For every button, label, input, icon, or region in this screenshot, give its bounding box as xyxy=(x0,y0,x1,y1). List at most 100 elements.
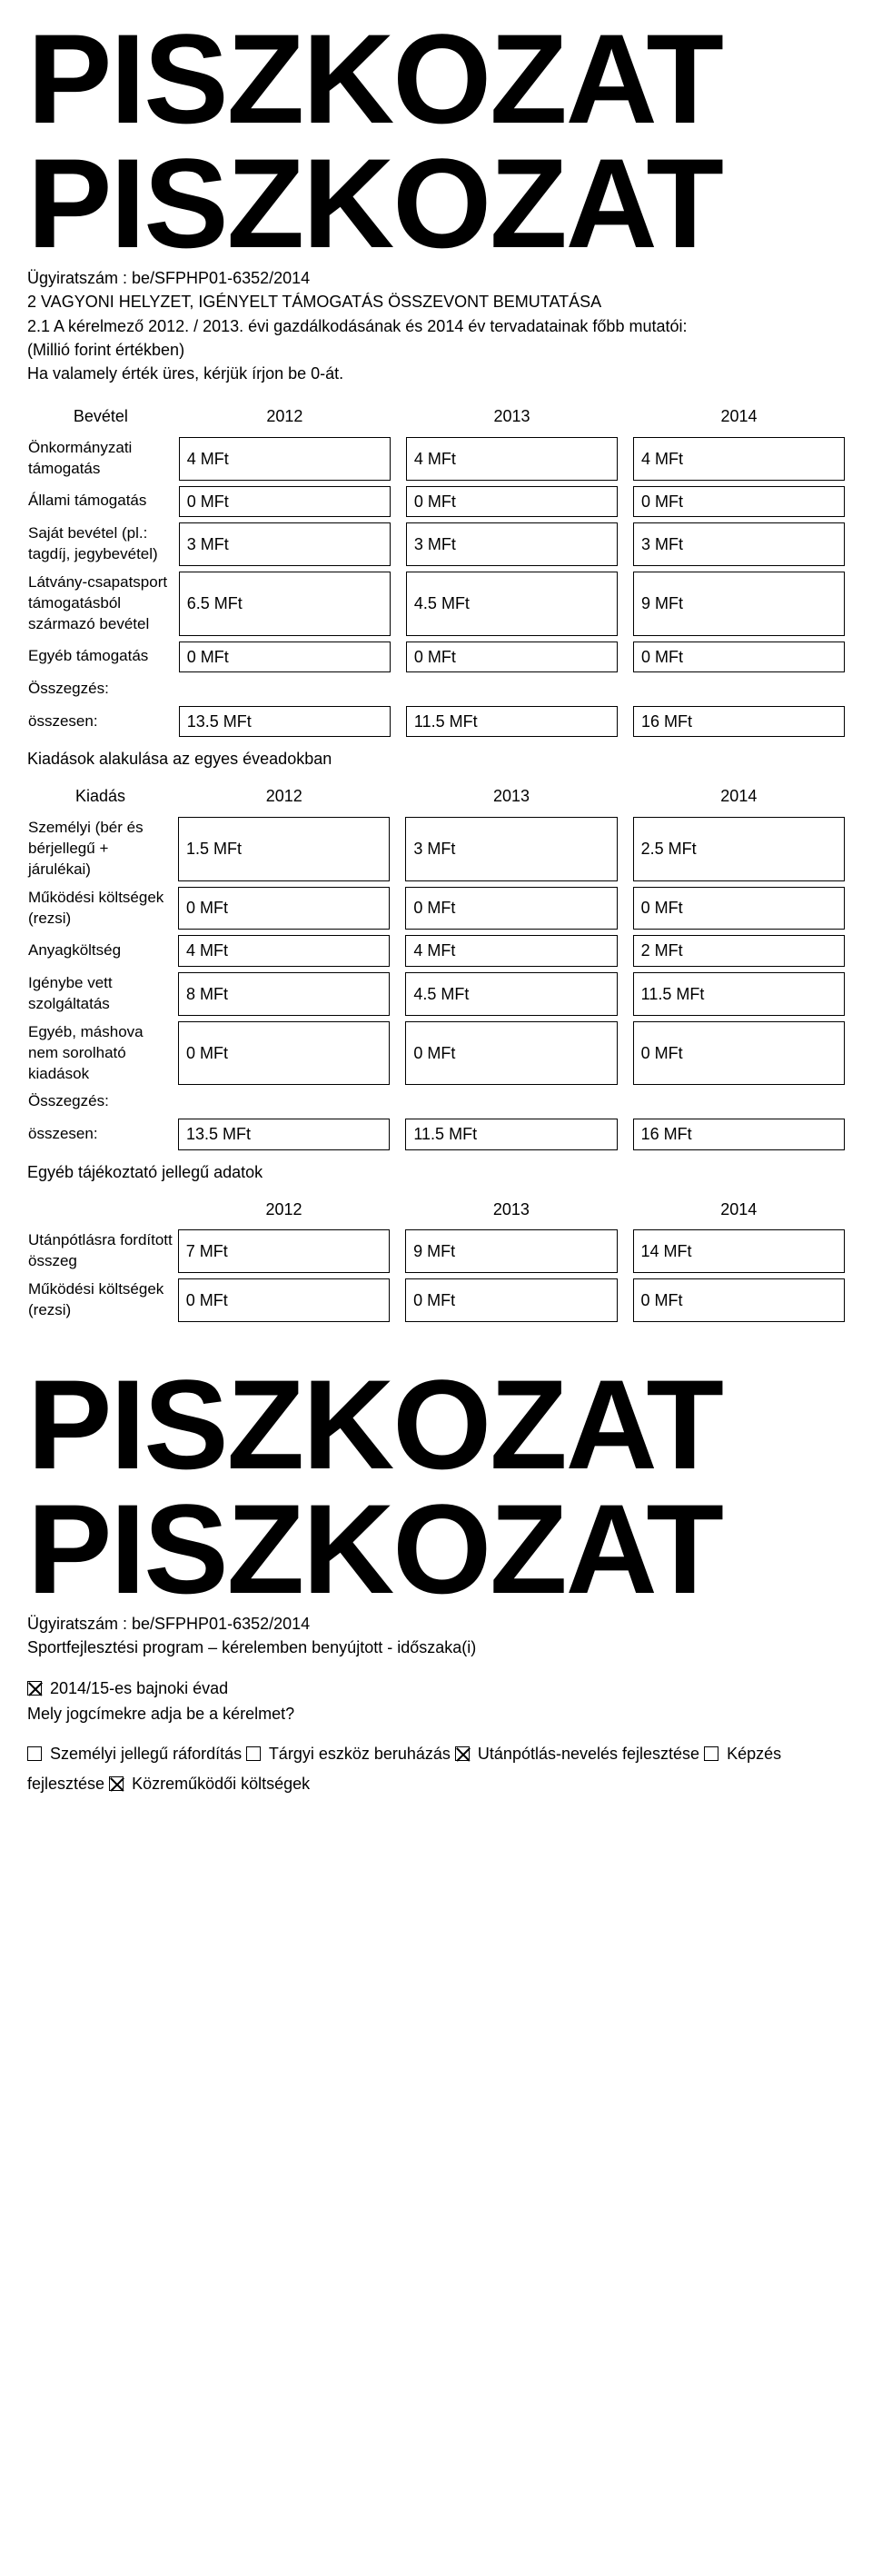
row-value: 3 MFt xyxy=(633,522,845,566)
row-value: 0 MFt xyxy=(405,887,617,930)
row-value: 0 MFt xyxy=(633,1021,845,1086)
row-value: 0 MFt xyxy=(178,1021,390,1086)
year-2012: 2012 xyxy=(178,1198,390,1224)
row-value: 4 MFt xyxy=(178,935,390,966)
row-value: 11.5 MFt xyxy=(633,972,845,1016)
row-value: 0 MFt xyxy=(633,642,845,672)
row-value: 14 MFt xyxy=(633,1229,845,1273)
row-value: 0 MFt xyxy=(178,1278,390,1322)
row-value: 0 MFt xyxy=(405,1278,617,1322)
watermark-top-2: PISZKOZAT xyxy=(27,143,845,264)
row-value: 4 MFt xyxy=(405,935,617,966)
row-value: 0 MFt xyxy=(406,486,618,517)
row-value: 4.5 MFt xyxy=(405,972,617,1016)
section-2-1: 2.1 A kérelmező 2012. / 2013. évi gazdál… xyxy=(27,315,845,337)
row-label: összesen: xyxy=(27,706,179,737)
table-row: Állami támogatás 0 MFt 0 MFt 0 MFt xyxy=(27,486,845,517)
table-row: Utánpótlásra fordított összeg 7 MFt 9 MF… xyxy=(27,1229,845,1273)
table-row: Igénybe vett szolgáltatás 8 MFt 4.5 MFt … xyxy=(27,972,845,1016)
table-row: Személyi (bér és bérjellegű + járulékai)… xyxy=(27,817,845,881)
row-value: 4 MFt xyxy=(179,437,391,481)
row-label: Utánpótlásra fordított összeg xyxy=(27,1229,178,1273)
egyeb-adatok-title: Egyéb tájékoztató jellegű adatok xyxy=(27,1161,845,1183)
row-value: 3 MFt xyxy=(405,817,617,881)
table-row: Egyéb, máshova nem sorolható kiadások 0 … xyxy=(27,1021,845,1086)
row-value: 11.5 MFt xyxy=(406,706,618,737)
checkbox-utanpotlas[interactable] xyxy=(455,1746,470,1761)
jogcim-question: Mely jogcímekre adja be a kérelmet? xyxy=(27,1703,845,1725)
row-value: 1.5 MFt xyxy=(178,817,390,881)
row-value: 4 MFt xyxy=(633,437,845,481)
row-label: Igénybe vett szolgáltatás xyxy=(27,972,178,1016)
osszegzes-label: Összegzés: xyxy=(27,1090,178,1113)
table-row: Önkormányzati támogatás 4 MFt 4 MFt 4 MF… xyxy=(27,437,845,481)
row-value: 13.5 MFt xyxy=(179,706,391,737)
checkbox-evad[interactable] xyxy=(27,1681,42,1696)
table-row-total: összesen: 13.5 MFt 11.5 MFt 16 MFt xyxy=(27,706,845,737)
row-value: 4 MFt xyxy=(406,437,618,481)
year-2013: 2013 xyxy=(406,404,618,431)
egyeb-table: 2012 2013 2014 Utánpótlásra fordított ös… xyxy=(27,1192,845,1328)
bevetel-table: Bevétel 2012 2013 2014 Önkormányzati tám… xyxy=(27,399,845,742)
table-row: Egyéb támogatás 0 MFt 0 MFt 0 MFt xyxy=(27,642,845,672)
row-label: Látvány-csapatsport támogatásból származ… xyxy=(27,572,179,636)
jogcim-checkbox-row: Személyi jellegű ráfordítás Tárgyi eszkö… xyxy=(27,1739,845,1798)
row-label: Egyéb támogatás xyxy=(27,642,179,672)
row-label: Saját bevétel (pl.: tagdíj, jegybevétel) xyxy=(27,522,179,566)
checkbox-kozremukodoi[interactable] xyxy=(109,1776,124,1791)
table-row: Anyagköltség 4 MFt 4 MFt 2 MFt xyxy=(27,935,845,966)
row-value: 16 MFt xyxy=(633,1119,845,1149)
row-value: 2.5 MFt xyxy=(633,817,845,881)
checkbox-targyi[interactable] xyxy=(246,1746,261,1761)
kiadas-intro: Kiadások alakulása az egyes éveadokban xyxy=(27,748,845,770)
row-label: összesen: xyxy=(27,1119,178,1149)
row-value: 16 MFt xyxy=(633,706,845,737)
row-label: Egyéb, máshova nem sorolható kiadások xyxy=(27,1021,178,1086)
checkbox-szemelyi[interactable] xyxy=(27,1746,42,1761)
row-value: 0 MFt xyxy=(179,642,391,672)
row-label: Állami támogatás xyxy=(27,486,179,517)
watermark-bottom-2: PISZKOZAT xyxy=(27,1488,845,1609)
table-row: Saját bevétel (pl.: tagdíj, jegybevétel)… xyxy=(27,522,845,566)
row-value: 7 MFt xyxy=(178,1229,390,1273)
row-value: 8 MFt xyxy=(178,972,390,1016)
row-value: 11.5 MFt xyxy=(405,1119,617,1149)
bevetel-label: Bevétel xyxy=(27,404,179,431)
row-value: 9 MFt xyxy=(405,1229,617,1273)
row-value: 0 MFt xyxy=(405,1021,617,1086)
row-label: Személyi (bér és bérjellegű + járulékai) xyxy=(27,817,178,881)
row-label: Működési költségek (rezsi) xyxy=(27,1278,178,1322)
watermark-top-1: PISZKOZAT xyxy=(27,18,845,139)
year-2014: 2014 xyxy=(633,784,845,811)
row-label: Anyagköltség xyxy=(27,935,178,966)
year-2012: 2012 xyxy=(179,404,391,431)
row-value: 6.5 MFt xyxy=(179,572,391,636)
kiadas-table: Kiadás 2012 2013 2014 Személyi (bér és b… xyxy=(27,779,845,1155)
row-label: Működési költségek (rezsi) xyxy=(27,887,178,930)
kiadas-label: Kiadás xyxy=(27,784,178,811)
row-value: 0 MFt xyxy=(406,642,618,672)
row-value: 0 MFt xyxy=(178,887,390,930)
year-2013: 2013 xyxy=(405,1198,617,1224)
cb-label-utanpotlas: Utánpótlás-nevelés fejlesztése xyxy=(478,1745,704,1763)
year-2014: 2014 xyxy=(633,404,845,431)
year-2013: 2013 xyxy=(405,784,617,811)
section-2-title: 2 VAGYONI HELYZET, IGÉNYELT TÁMOGATÁS ÖS… xyxy=(27,291,845,313)
row-value: 4.5 MFt xyxy=(406,572,618,636)
table-row: Látvány-csapatsport támogatásból származ… xyxy=(27,572,845,636)
row-value: 0 MFt xyxy=(633,1278,845,1322)
cb-label-kozremukodoi: Közreműködői költségek xyxy=(132,1775,310,1793)
row-value: 0 MFt xyxy=(633,486,845,517)
year-2012: 2012 xyxy=(178,784,390,811)
table-row: Működési költségek (rezsi) 0 MFt 0 MFt 0… xyxy=(27,887,845,930)
checkbox-kepzes[interactable] xyxy=(704,1746,718,1761)
empty-note: Ha valamely érték üres, kérjük írjon be … xyxy=(27,363,845,384)
row-value: 0 MFt xyxy=(633,887,845,930)
row-value: 3 MFt xyxy=(406,522,618,566)
table-row: Működési költségek (rezsi) 0 MFt 0 MFt 0… xyxy=(27,1278,845,1322)
row-label: Önkormányzati támogatás xyxy=(27,437,179,481)
row-value: 2 MFt xyxy=(633,935,845,966)
sport-program-title: Sportfejlesztési program – kérelemben be… xyxy=(27,1636,845,1658)
cb-label-szemelyi: Személyi jellegű ráfordítás xyxy=(50,1745,246,1763)
osszegzes-label: Összegzés: xyxy=(27,678,179,701)
